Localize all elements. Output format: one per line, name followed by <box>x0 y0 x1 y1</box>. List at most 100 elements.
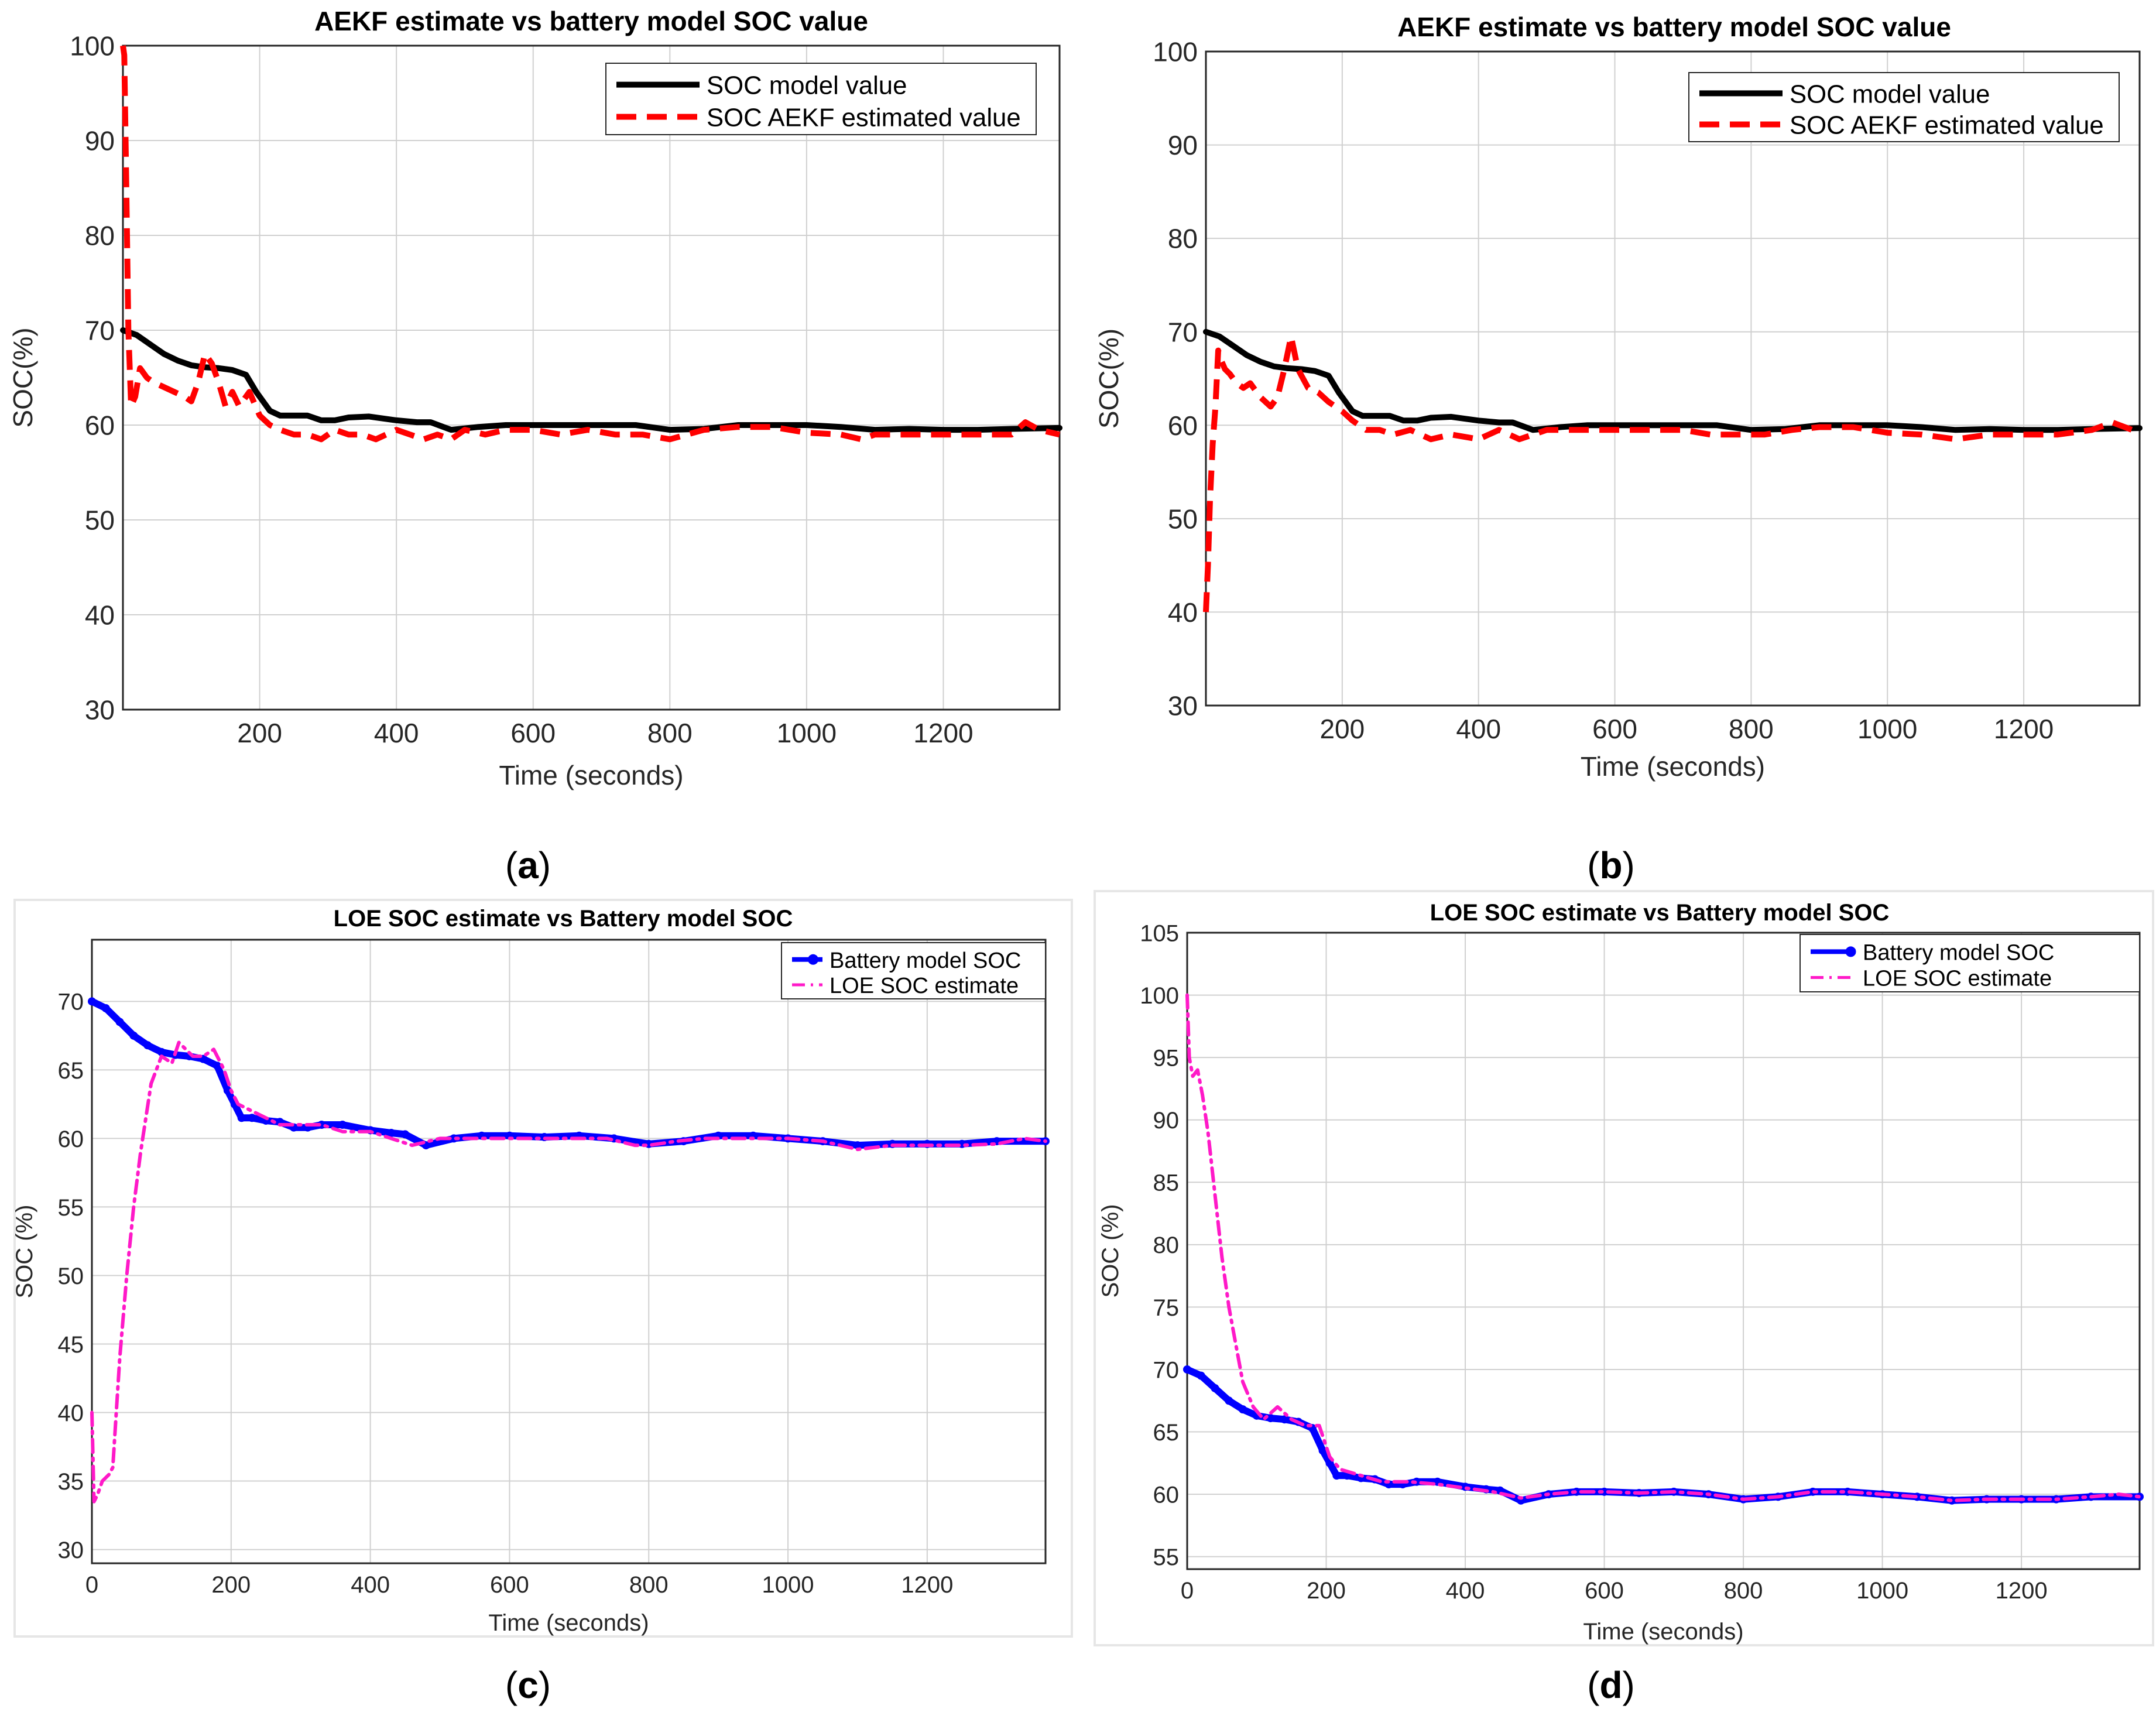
x-tick-label: 1200 <box>901 1572 953 1598</box>
series-point <box>223 1086 232 1095</box>
y-tick-label: 30 <box>58 1538 84 1563</box>
y-tick-label: 90 <box>1153 1108 1180 1134</box>
series-point <box>248 1114 256 1122</box>
series-line-model <box>1203 328 2143 433</box>
caption-d: (d) <box>1587 1664 1635 1706</box>
x-tick-label: 400 <box>1456 714 1501 744</box>
series-point <box>387 1129 396 1138</box>
y-tick-label: 95 <box>1153 1046 1180 1071</box>
series-point <box>1211 1384 1219 1392</box>
series-point <box>1266 1414 1275 1423</box>
legend-box <box>1799 934 2140 992</box>
x-tick-label: 1000 <box>777 718 837 748</box>
series-point <box>1183 1365 1191 1374</box>
x-tick-label: 1000 <box>1857 714 1917 744</box>
y-tick-label: 55 <box>1153 1545 1180 1570</box>
y-tick-label: 80 <box>1153 1232 1180 1258</box>
y-tick-label: 70 <box>1168 317 1198 347</box>
x-tick-label: 200 <box>1319 714 1365 744</box>
series-point <box>1600 1487 1609 1496</box>
y-tick-label: 40 <box>58 1401 84 1426</box>
series-point <box>115 1018 124 1026</box>
caption-b: (b) <box>1587 844 1635 886</box>
x-tick-label: 800 <box>1729 714 1774 744</box>
series-point <box>143 1041 152 1050</box>
x-tick-label: 800 <box>647 718 693 748</box>
y-tick-label: 50 <box>85 505 115 536</box>
legend-label: SOC AEKF estimated value <box>707 104 1021 132</box>
y-tick-label: 90 <box>85 126 115 156</box>
x-tick-label: 600 <box>510 718 556 748</box>
x-tick-label: 400 <box>374 718 419 748</box>
legend-label: LOE SOC estimate <box>830 974 1019 998</box>
panel-d-chart: 0 200 400 600 800 1000 1200 55 60 65 70 75 80 85 90 95 1… <box>1098 900 2144 1645</box>
x-tick-label: 200 <box>237 718 282 748</box>
legend-label: SOC model value <box>707 71 907 100</box>
series-point <box>338 1120 347 1129</box>
series-point <box>157 1047 166 1056</box>
legend-box <box>605 63 1037 135</box>
y-tick-label: 40 <box>85 600 115 631</box>
caption-a: (a) <box>505 844 551 886</box>
y-tick-label: 65 <box>58 1058 84 1084</box>
series-point <box>1239 1405 1247 1414</box>
panel-d-frame <box>1094 890 2154 1646</box>
y-tick-label: 45 <box>58 1332 84 1358</box>
plot-area <box>123 46 1060 710</box>
series-line-estimate <box>120 45 1061 443</box>
y-tick-label: 60 <box>1168 410 1198 441</box>
chart-title: AEKF estimate vs battery model SOC value <box>314 6 868 36</box>
y-tick-label: 85 <box>1153 1170 1180 1196</box>
panel-b-chart: 200 400 600 800 1000 1200 30 40 50 60 70 80 90 100 AEK… <box>1094 12 2143 782</box>
axes-box <box>1205 50 2141 707</box>
x-tick-label: 200 <box>211 1572 251 1598</box>
plot-area <box>1187 933 2140 1569</box>
x-axis-label: Time (seconds) <box>488 1610 649 1636</box>
legend-label: LOE SOC estimate <box>1863 967 2052 991</box>
caption-c: (c) <box>505 1664 551 1706</box>
y-tick-label: 100 <box>70 31 115 61</box>
series-point <box>1332 1471 1341 1480</box>
x-tick-label: 1200 <box>1994 714 2054 744</box>
x-tick-label: 800 <box>1724 1578 1763 1604</box>
series-line-estimate <box>1203 333 2141 612</box>
y-tick-label: 80 <box>85 221 115 251</box>
series-point <box>450 1134 458 1143</box>
chart-title: AEKF estimate vs battery model SOC value <box>1397 12 1951 42</box>
x-tick-label: 400 <box>1446 1578 1485 1604</box>
x-tick-label: 800 <box>629 1572 669 1598</box>
series-point <box>1280 1415 1289 1424</box>
y-tick-label: 30 <box>1168 691 1198 721</box>
x-tick-label: 600 <box>490 1572 529 1598</box>
chart-title: LOE SOC estimate vs Battery model SOC <box>334 906 793 932</box>
series-point <box>1225 1396 1233 1405</box>
series-line-estimate <box>1185 993 2141 1502</box>
y-axis-label: SOC(%) <box>8 327 38 427</box>
series-point <box>1197 1371 1205 1380</box>
x-tick-label: 600 <box>1585 1578 1624 1604</box>
y-axis-label: SOC (%) <box>12 1205 37 1299</box>
y-tick-label: 100 <box>1140 983 1179 1009</box>
y-tick-label: 35 <box>58 1469 84 1495</box>
x-tick-label: 1200 <box>913 718 973 748</box>
y-tick-label: 60 <box>58 1127 84 1152</box>
y-tick-label: 50 <box>1168 504 1198 534</box>
series-point <box>101 1004 110 1013</box>
y-tick-label: 55 <box>58 1195 84 1221</box>
y-axis-label: SOC (%) <box>1098 1204 1123 1298</box>
y-tick-label: 105 <box>1140 920 1179 946</box>
legend-label: SOC AEKF estimated value <box>1790 111 2104 140</box>
x-axis-label: Time (seconds) <box>1583 1619 1743 1645</box>
y-tick-label: 70 <box>1153 1357 1180 1383</box>
y-tick-label: 50 <box>58 1264 84 1289</box>
y-tick-label: 90 <box>1168 130 1198 160</box>
y-tick-label: 70 <box>58 989 84 1015</box>
x-tick-label: 1200 <box>1996 1578 2048 1604</box>
series-point <box>213 1062 222 1070</box>
series-line-estimate <box>90 1040 1047 1504</box>
y-tick-label: 65 <box>1153 1420 1180 1446</box>
plot-area <box>92 940 1046 1563</box>
x-tick-label: 0 <box>1181 1578 1194 1604</box>
legend-marker <box>808 954 818 965</box>
